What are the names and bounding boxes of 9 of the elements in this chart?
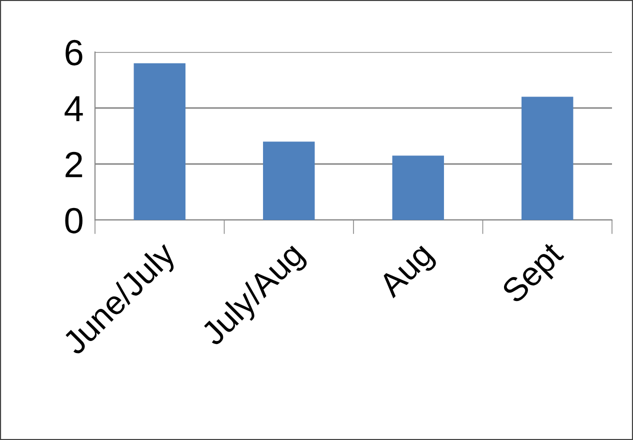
y-tick-label: 0 [65,208,82,234]
bar [263,142,315,220]
x-tick-label: Aug [377,242,439,304]
y-tick-label: 2 [66,152,82,178]
bar [392,156,444,220]
y-tick-label: 4 [64,96,83,122]
y-tick-label: 6 [66,40,82,66]
bar [134,63,186,220]
bar [522,96,574,220]
